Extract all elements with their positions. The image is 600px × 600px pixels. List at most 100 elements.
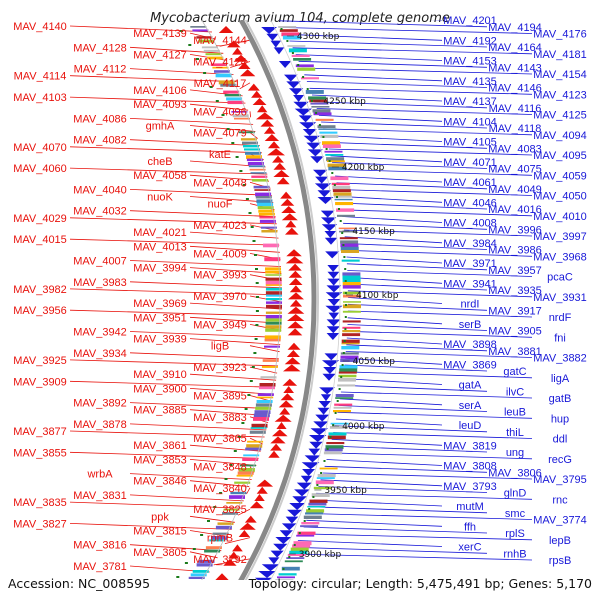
right-gene-label: mutM xyxy=(456,501,484,513)
right-gene-label: rnc xyxy=(552,494,568,506)
right-gene-label: MAV_3869 xyxy=(443,359,497,371)
forward-gene xyxy=(264,134,280,141)
cog-bar xyxy=(341,346,360,350)
cog-bar xyxy=(226,502,243,504)
right-leader-line xyxy=(325,135,443,142)
cog-bar xyxy=(207,56,224,60)
cog-bar xyxy=(246,155,262,159)
tick-mark xyxy=(248,212,252,214)
tick-mark xyxy=(192,548,196,550)
cog-bar xyxy=(244,148,260,151)
cog-bar xyxy=(224,94,241,97)
reverse-gene xyxy=(266,33,279,41)
right-gene-label: MAV_3917 xyxy=(488,305,542,317)
reverse-gene xyxy=(325,305,343,313)
reverse-gene xyxy=(313,421,329,429)
reverse-gene xyxy=(322,360,340,368)
reverse-gene xyxy=(326,333,340,340)
right-gene-label: MAV_4083 xyxy=(488,143,542,155)
cog-bar xyxy=(265,284,282,286)
left-gene-label: MAV_4139 xyxy=(133,28,187,40)
cog-bar xyxy=(306,509,325,513)
cog-bar xyxy=(288,48,307,53)
left-leader-line xyxy=(69,380,276,388)
cog-bar xyxy=(324,448,343,452)
forward-gene xyxy=(232,544,243,552)
right-leader-line xyxy=(306,81,488,88)
reverse-gene xyxy=(319,387,335,395)
right-leader-line xyxy=(326,459,443,466)
right-leader-line xyxy=(333,168,533,176)
cog-bar xyxy=(342,333,361,337)
cog-bar xyxy=(245,151,261,155)
forward-gene xyxy=(270,443,282,451)
tick-mark xyxy=(239,170,243,172)
cog-bar xyxy=(322,144,341,148)
cog-bar xyxy=(297,531,316,535)
cog-bar xyxy=(266,298,282,301)
reverse-gene xyxy=(275,537,292,544)
cog-bar xyxy=(339,368,358,372)
right-gene-label: MAV_4194 xyxy=(488,22,542,34)
right-leader-line xyxy=(316,108,533,115)
cog-bar xyxy=(190,573,207,577)
cog-bar xyxy=(205,53,222,56)
tick-mark xyxy=(336,400,339,402)
cog-bar xyxy=(308,502,327,506)
right-leader-line xyxy=(334,425,488,433)
kbp-label: 4150 kbp xyxy=(352,227,395,237)
cog-bar xyxy=(265,325,282,329)
tick-mark xyxy=(331,172,334,174)
right-leader-line xyxy=(291,553,533,561)
forward-gene xyxy=(244,515,257,523)
right-leader-line xyxy=(347,324,488,331)
right-gene-label: MAV_3984 xyxy=(443,238,497,250)
cog-bar xyxy=(310,102,329,105)
cog-bar xyxy=(255,403,272,407)
left-gene-label: katE xyxy=(209,149,231,161)
cog-bar xyxy=(338,227,357,230)
cog-bar xyxy=(263,243,279,248)
tick-mark xyxy=(344,280,347,282)
right-leader-line xyxy=(326,141,488,149)
forward-gene xyxy=(239,522,256,530)
tick-mark xyxy=(338,208,340,210)
forward-gene xyxy=(280,198,295,206)
right-gene-label: MAV_4059 xyxy=(533,170,587,182)
forward-gene xyxy=(283,386,294,393)
right-leader-line xyxy=(318,486,488,493)
left-gene-label: MAV_4124 xyxy=(193,57,247,69)
forward-gene xyxy=(232,47,243,55)
left-gene-label: MAV_4060 xyxy=(13,163,67,175)
cog-bar xyxy=(212,66,229,69)
left-gene-label: MAV_3855 xyxy=(13,447,67,459)
reverse-gene xyxy=(289,88,304,96)
cog-bar xyxy=(253,413,270,418)
reverse-gene xyxy=(286,81,301,89)
tick-mark xyxy=(241,422,245,424)
tick-mark xyxy=(334,412,337,414)
cog-bar xyxy=(326,442,345,445)
tick-mark xyxy=(235,156,239,158)
cog-bar xyxy=(255,406,272,410)
cog-bar xyxy=(313,486,332,490)
tick-mark xyxy=(249,380,253,382)
tick-mark xyxy=(291,52,294,54)
cog-bar xyxy=(258,213,275,216)
cog-bar xyxy=(331,182,350,186)
cog-bar xyxy=(247,440,264,443)
reverse-gene xyxy=(293,101,309,109)
left-gene-label: MAV_4032 xyxy=(73,206,127,218)
forward-gene xyxy=(211,580,224,587)
cog-bar xyxy=(277,576,295,579)
tick-mark xyxy=(253,352,257,354)
forward-gene xyxy=(280,393,295,401)
right-gene-label: gatC xyxy=(503,366,526,378)
map-title: Mycobacterium avium 104, complete genome xyxy=(150,11,450,26)
cog-bar xyxy=(257,393,274,396)
left-leader-line xyxy=(69,167,268,175)
right-gene-label: MAV_4201 xyxy=(443,15,497,27)
right-leader-line xyxy=(297,540,443,547)
right-leader-line xyxy=(345,357,443,365)
right-gene-label: MAV_4095 xyxy=(533,150,587,162)
